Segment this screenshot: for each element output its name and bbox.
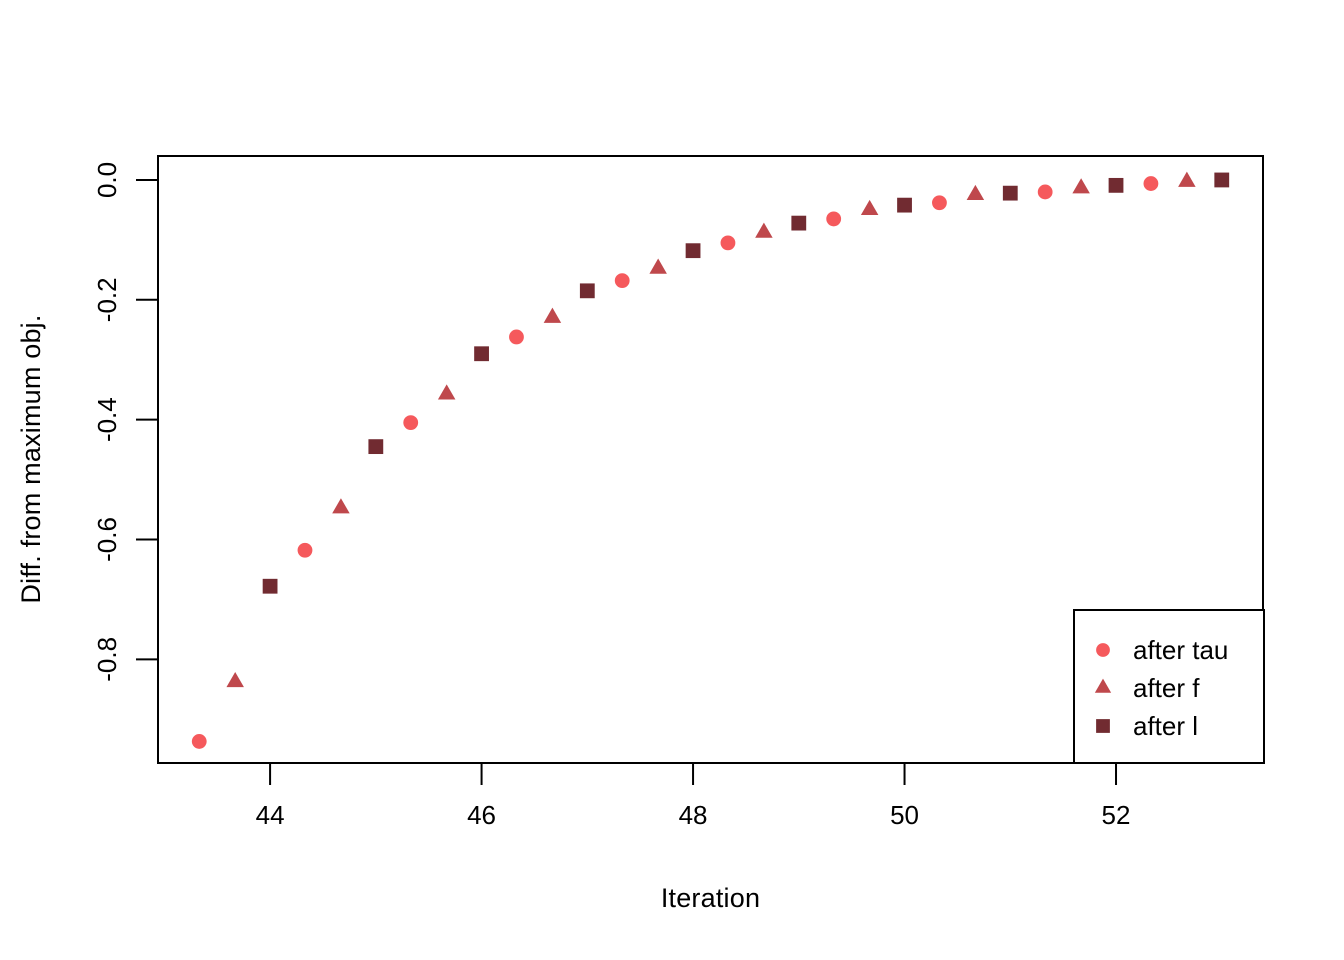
- data-point: [543, 307, 562, 323]
- y-tick-label: -0.8: [92, 637, 122, 682]
- data-point: [932, 195, 947, 211]
- data-point: [226, 672, 244, 688]
- x-tick-label: 44: [256, 800, 285, 830]
- y-tick-label: -0.4: [92, 397, 122, 442]
- legend-label: after l: [1133, 711, 1198, 741]
- data-point: [332, 498, 350, 514]
- data-point: [1178, 171, 1196, 187]
- legend-label: after tau: [1133, 635, 1228, 665]
- data-point: [1108, 177, 1124, 193]
- data-point: [720, 235, 736, 251]
- data-point: [966, 184, 985, 200]
- data-point: [649, 258, 667, 274]
- data-point: [860, 199, 879, 215]
- data-point: [509, 329, 524, 345]
- y-axis-title: Diff. from maximum obj.: [16, 314, 46, 604]
- data-point: [297, 542, 313, 558]
- legend-marker-triangle: [1094, 678, 1112, 693]
- x-tick-label: 48: [679, 800, 708, 830]
- y-tick-label: -0.6: [92, 517, 122, 562]
- data-point: [1072, 178, 1090, 194]
- legend-marker-circle: [1096, 643, 1110, 657]
- data-point: [437, 384, 456, 400]
- x-tick-label: 50: [890, 800, 919, 830]
- plot-border: [157, 155, 1264, 764]
- data-point: [791, 215, 807, 231]
- data-point: [614, 273, 630, 289]
- data-point: [403, 415, 419, 431]
- data-point: [368, 439, 384, 455]
- data-point: [897, 197, 912, 213]
- legend-label: after f: [1133, 673, 1200, 703]
- x-tick-label: 46: [467, 800, 496, 830]
- data-point: [1037, 184, 1053, 200]
- data-point: [1214, 172, 1230, 188]
- y-tick-label: -0.2: [92, 277, 122, 322]
- data-point: [755, 222, 773, 238]
- legend-marker-square: [1096, 719, 1110, 733]
- data-point: [262, 578, 278, 594]
- x-axis-title: Iteration: [660, 883, 761, 913]
- data-point: [1002, 185, 1018, 201]
- data-point: [826, 211, 842, 227]
- x-tick-label: 52: [1102, 800, 1131, 830]
- data-point: [474, 346, 489, 362]
- data-point: [191, 734, 207, 749]
- data-point: [1143, 176, 1159, 191]
- data-point: [579, 283, 595, 299]
- data-point: [685, 243, 701, 259]
- y-tick-label: 0.0: [92, 162, 122, 198]
